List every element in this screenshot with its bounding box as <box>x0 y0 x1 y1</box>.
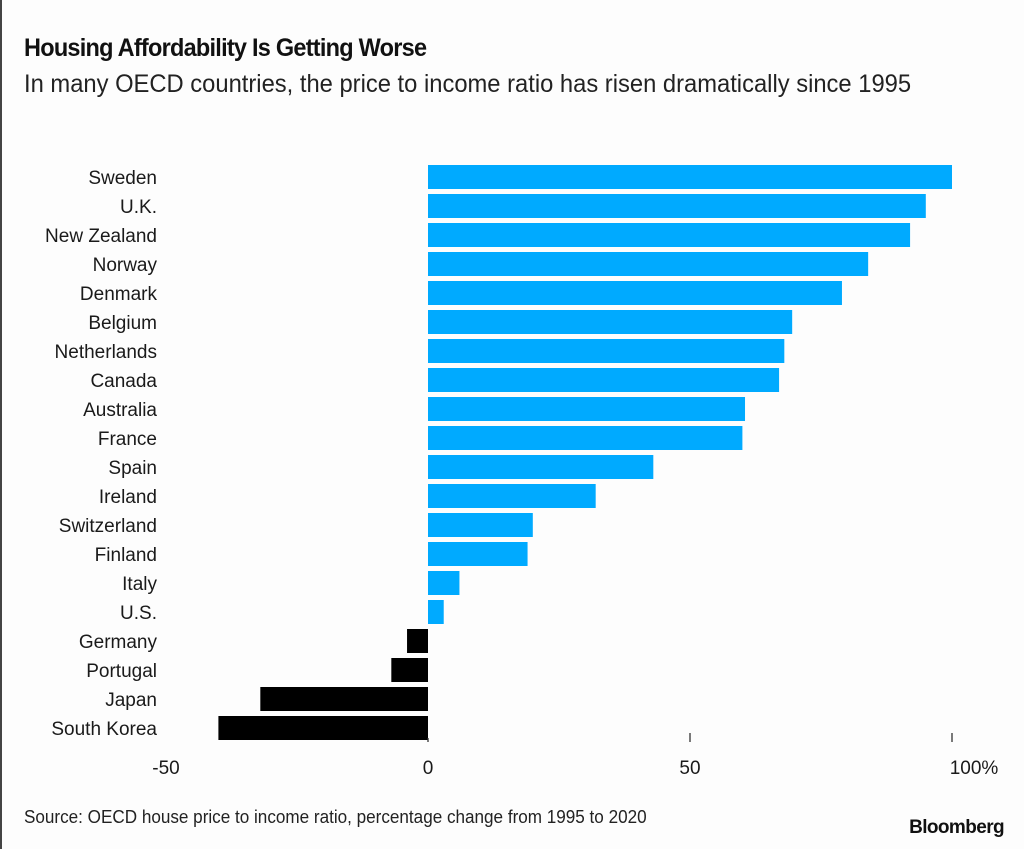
category-label: New Zealand <box>45 226 157 247</box>
bar-belgium <box>428 310 793 334</box>
bar-finland <box>428 542 528 566</box>
category-label: Canada <box>90 371 157 392</box>
bar-italy <box>428 571 460 595</box>
category-label: Netherlands <box>55 342 157 363</box>
chart-title: Housing Affordability Is Getting Worse <box>24 34 427 62</box>
bar-norway <box>428 252 869 276</box>
category-label: Belgium <box>88 313 157 334</box>
bar-u-k <box>428 194 926 218</box>
bar-canada <box>428 368 780 392</box>
bar-spain <box>428 455 654 479</box>
bar-ireland <box>428 484 596 508</box>
category-label: Sweden <box>88 168 157 189</box>
bar-france <box>428 426 743 450</box>
category-label: Australia <box>83 400 157 421</box>
x-axis: -50 0 50 100% <box>152 733 998 779</box>
category-label: Portugal <box>86 661 157 682</box>
bars <box>218 165 952 740</box>
bloomberg-logo: Bloomberg <box>909 817 1004 838</box>
bar-denmark <box>428 281 842 305</box>
bar-japan <box>260 687 428 711</box>
category-label: U.K. <box>120 197 157 218</box>
category-label: U.S. <box>120 603 157 624</box>
category-label: Denmark <box>80 284 158 305</box>
category-labels: Sweden U.K. New Zealand Norway Denmark Belgiu… <box>45 168 157 740</box>
category-label: Finland <box>95 545 157 566</box>
category-label: Germany <box>79 632 158 653</box>
category-label: Spain <box>108 458 157 479</box>
bar-netherlands <box>428 339 785 363</box>
tick-label: 0 <box>423 758 434 779</box>
category-label: Japan <box>105 690 157 711</box>
chart-subtitle: In many OECD countries, the price to inc… <box>24 70 912 98</box>
bar-sweden <box>428 165 952 189</box>
bar-australia <box>428 397 746 421</box>
category-label: Ireland <box>99 487 157 508</box>
bar-south-korea <box>218 716 428 740</box>
category-label: France <box>98 429 157 450</box>
bar-new-zealand <box>428 223 911 247</box>
category-label: Switzerland <box>59 516 157 537</box>
bar-u-s <box>428 600 444 624</box>
category-label: Italy <box>122 574 157 595</box>
source-note: Source: OECD house price to income ratio… <box>24 807 647 827</box>
left-border <box>0 0 2 849</box>
category-label: South Korea <box>51 719 157 740</box>
tick-label: 100% <box>950 758 999 779</box>
bar-switzerland <box>428 513 533 537</box>
category-label: Norway <box>93 255 158 276</box>
tick-label: 50 <box>679 758 700 779</box>
tick-label: -50 <box>152 758 179 779</box>
bar-portugal <box>391 658 428 682</box>
bar-germany <box>407 629 428 653</box>
